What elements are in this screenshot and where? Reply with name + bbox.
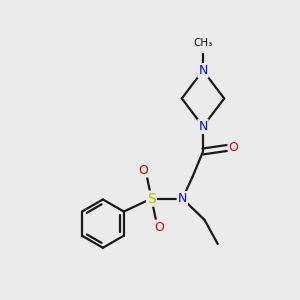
Text: N: N [178, 192, 187, 205]
Text: N: N [198, 64, 208, 77]
Text: CH₃: CH₃ [194, 38, 213, 48]
Text: S: S [147, 192, 156, 206]
Text: N: N [198, 120, 208, 133]
Text: O: O [154, 220, 164, 234]
Text: O: O [229, 141, 238, 154]
Text: O: O [139, 164, 148, 176]
